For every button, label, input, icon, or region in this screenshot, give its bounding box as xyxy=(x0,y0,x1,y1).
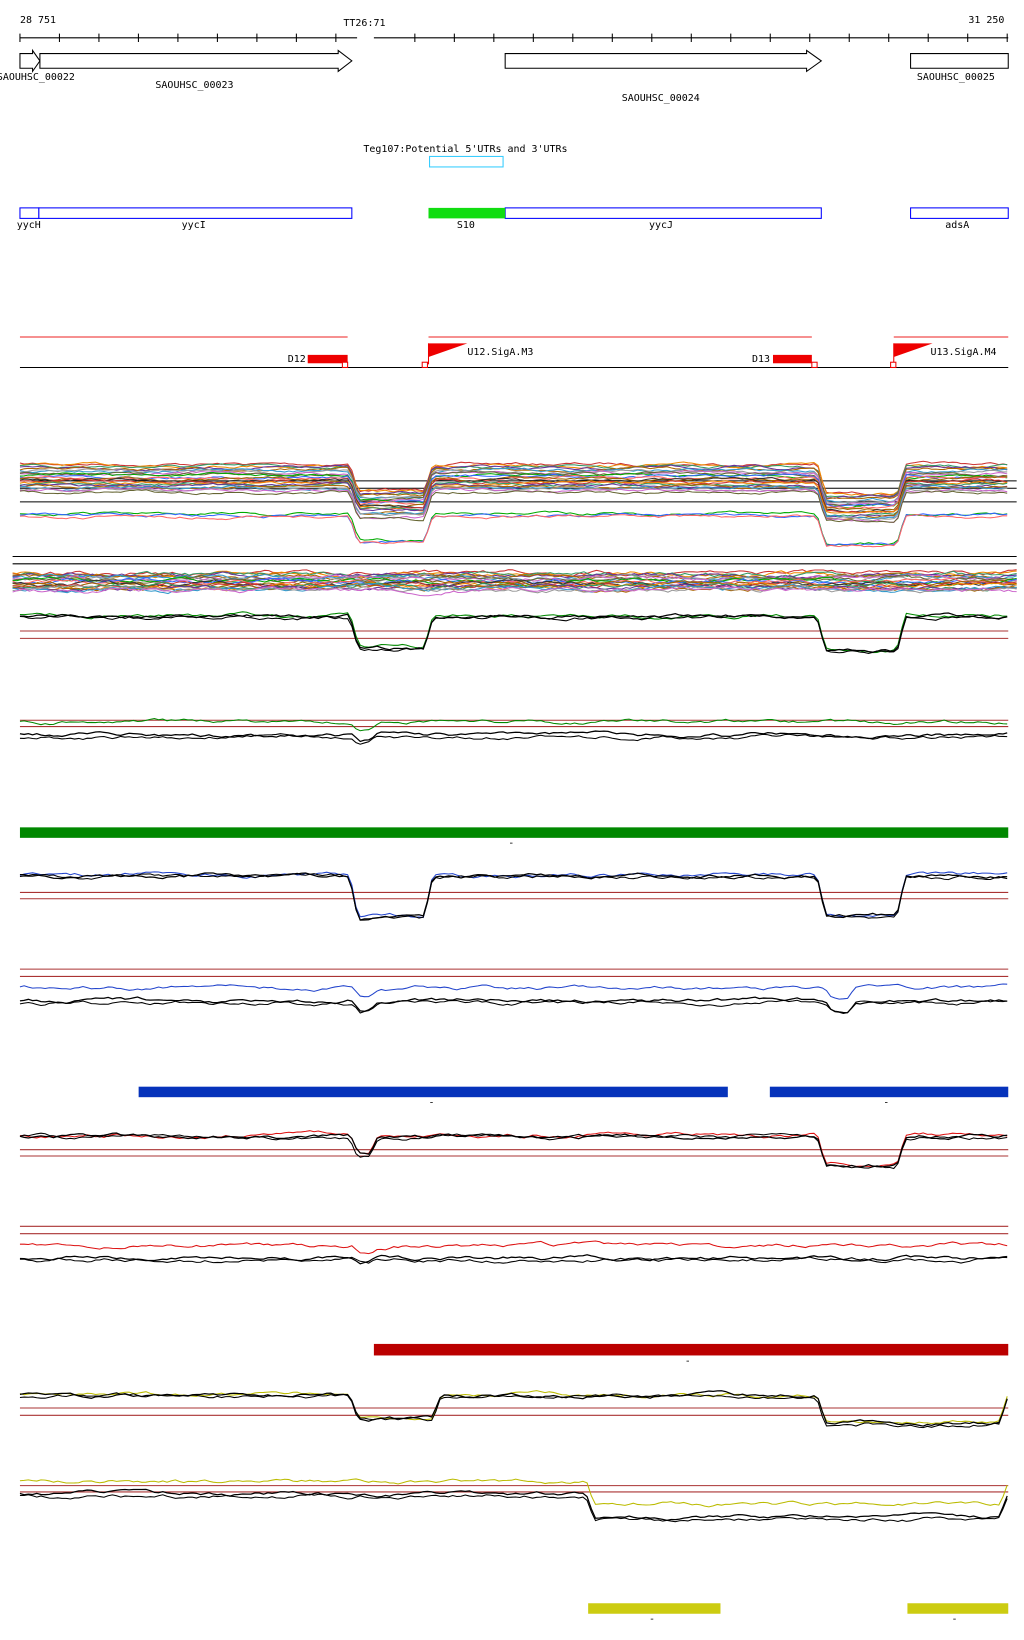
segment-bar xyxy=(769,1086,1009,1098)
signal-line xyxy=(12,583,1017,595)
promoter-track xyxy=(19,336,1009,369)
promoter-label: D12 xyxy=(288,354,306,365)
feature-label: yycI xyxy=(182,220,206,231)
feature-label: yycH xyxy=(17,220,41,231)
signal-line xyxy=(19,480,1008,517)
promoter-label: D13 xyxy=(752,354,770,365)
segment-bar xyxy=(588,1603,721,1614)
ruler: 28 751 TT26:71 31 250 xyxy=(19,15,1009,42)
segment-bar xyxy=(138,1086,728,1098)
gene-label: SAOUHSC_00025 xyxy=(917,72,995,83)
signal-line xyxy=(19,1493,1008,1523)
signal-line xyxy=(19,612,1008,653)
signal-line xyxy=(19,478,1008,514)
feature-label: S10 xyxy=(457,220,475,231)
signal-line xyxy=(12,574,1017,584)
promoter-label: U13.SigA.M4 xyxy=(931,347,997,358)
segment-label: - xyxy=(685,1356,691,1367)
signal-line xyxy=(19,1392,1008,1429)
signal-line xyxy=(19,1132,1008,1170)
signal-line xyxy=(19,486,1008,522)
signal-line xyxy=(19,872,1008,921)
signal-tracks xyxy=(12,460,1017,1523)
signal-line xyxy=(19,999,1008,1014)
signal-line xyxy=(19,510,1008,546)
signal-line xyxy=(12,584,1017,594)
segment-label: - xyxy=(649,1614,655,1625)
feature-label: yycJ xyxy=(649,220,673,231)
segment-bar xyxy=(907,1603,1009,1614)
segment-bar xyxy=(19,827,1009,838)
segment-label: - xyxy=(952,1614,958,1625)
signal-line xyxy=(12,586,1017,597)
gene-label: SAOUHSC_00024 xyxy=(622,93,700,104)
segment-label: - xyxy=(508,838,514,849)
promoter-label: U12.SigA.M3 xyxy=(467,347,533,358)
signal-line xyxy=(19,871,1008,919)
utr-box xyxy=(429,155,504,168)
feature-box xyxy=(428,207,506,219)
segment-bar xyxy=(373,1343,1009,1356)
signal-line xyxy=(19,983,1008,1000)
signal-line xyxy=(12,579,1017,589)
signal-line xyxy=(19,465,1008,500)
segment-label: - xyxy=(429,1098,435,1109)
signal-line xyxy=(19,468,1008,504)
feature-boxes xyxy=(19,207,1009,219)
gene-label: SAOUHSC_00023 xyxy=(155,80,233,91)
signal-line xyxy=(19,1478,1008,1508)
signal-line xyxy=(19,872,1008,921)
ruler-start: 28 751 xyxy=(20,15,56,26)
signal-line xyxy=(19,718,1008,732)
segment-label: - xyxy=(883,1098,889,1109)
signal-line xyxy=(19,474,1008,510)
signal-line xyxy=(19,489,1008,523)
feature-label: adsA xyxy=(945,220,969,231)
signal-line xyxy=(19,487,1008,523)
signal-line xyxy=(19,460,1008,497)
signal-line xyxy=(19,733,1008,745)
signal-line xyxy=(19,464,1008,499)
reference-lines xyxy=(12,480,1017,1493)
signal-line xyxy=(19,996,1008,1014)
signal-line xyxy=(19,475,1008,511)
signal-line xyxy=(12,581,1017,589)
ruler-end: 31 250 xyxy=(968,15,1004,26)
signal-line xyxy=(19,1240,1008,1255)
signal-line xyxy=(19,514,1008,548)
signal-line xyxy=(19,1488,1008,1522)
signal-line xyxy=(19,1255,1008,1264)
ruler-marker: TT26:71 xyxy=(343,18,385,29)
signal-line xyxy=(19,614,1008,655)
track-title: Teg107:Potential 5'UTRs and 3'UTRs xyxy=(363,144,567,155)
signal-line xyxy=(12,573,1017,583)
gene-arrows xyxy=(19,48,1009,74)
signal-line xyxy=(19,730,1008,743)
gene-label: SAOUHSC_00022 xyxy=(0,72,75,83)
